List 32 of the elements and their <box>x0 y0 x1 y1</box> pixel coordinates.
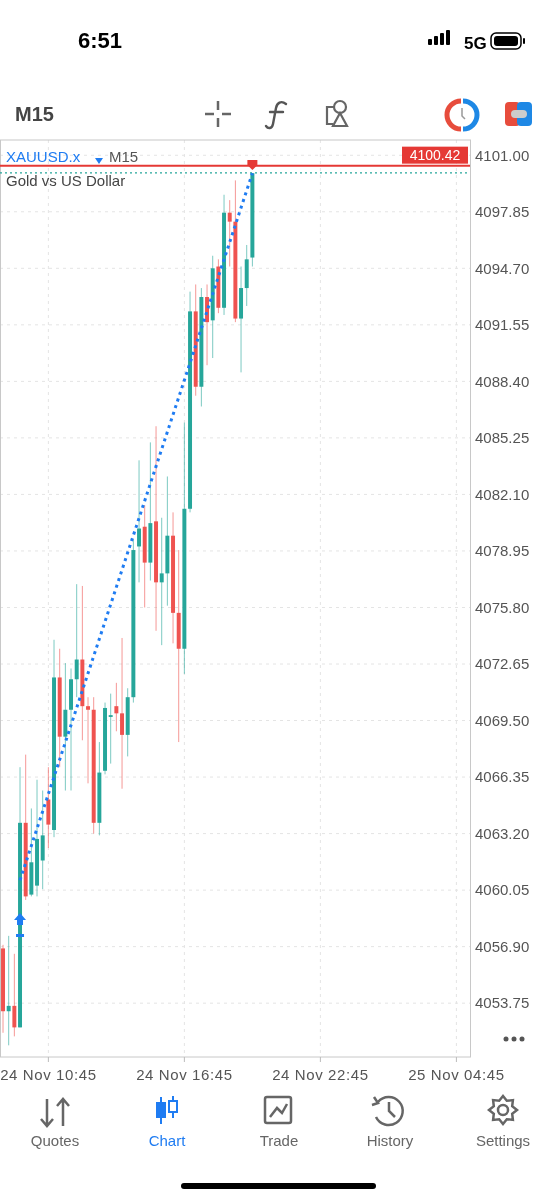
y-tick-label: 4053.75 <box>475 994 530 1012</box>
text: History <box>366 1132 414 1149</box>
y-tick-label: 4082.10 <box>475 485 530 503</box>
x-tick-label: 24 Nov 22:45 <box>272 1066 369 1083</box>
y-tick-label: 4101.00 <box>475 146 530 164</box>
text: 5G <box>464 34 487 53</box>
x-tick-label: 25 Nov 04:45 <box>408 1066 505 1083</box>
text: Gold vs US Dollar <box>6 172 126 189</box>
y-tick-label: 4063.20 <box>475 824 530 842</box>
y-tick-label: 4078.95 <box>475 542 530 560</box>
y-tick-label: 4060.05 <box>475 881 530 899</box>
y-tick-label: 4091.55 <box>475 316 530 334</box>
text: XAUUSD.x <box>6 148 81 165</box>
y-tick-label: 4094.70 <box>475 259 530 277</box>
y-tick-label: 4066.35 <box>475 768 530 786</box>
x-tick-label: 24 Nov 10:45 <box>0 1066 97 1083</box>
text: Trade <box>259 1132 299 1149</box>
text: Settings <box>475 1132 531 1149</box>
text: Quotes <box>30 1132 80 1149</box>
text: Chart <box>148 1132 187 1149</box>
text: M15 <box>15 103 54 125</box>
x-tick-label: 24 Nov 16:45 <box>136 1066 233 1083</box>
y-tick-label: 4075.80 <box>475 598 530 616</box>
ref-line-label: 4100.42 <box>409 146 461 163</box>
annotation: M15 <box>109 148 139 165</box>
text: 6:51 <box>77 28 123 53</box>
y-tick-label: 4072.65 <box>475 655 530 673</box>
y-tick-label: 4097.85 <box>475 203 530 221</box>
y-tick-label: 4056.90 <box>475 937 530 955</box>
y-tick-label: 4085.25 <box>475 429 530 447</box>
y-tick-label: 4069.50 <box>475 711 530 729</box>
y-tick-label: 4088.40 <box>475 372 530 390</box>
